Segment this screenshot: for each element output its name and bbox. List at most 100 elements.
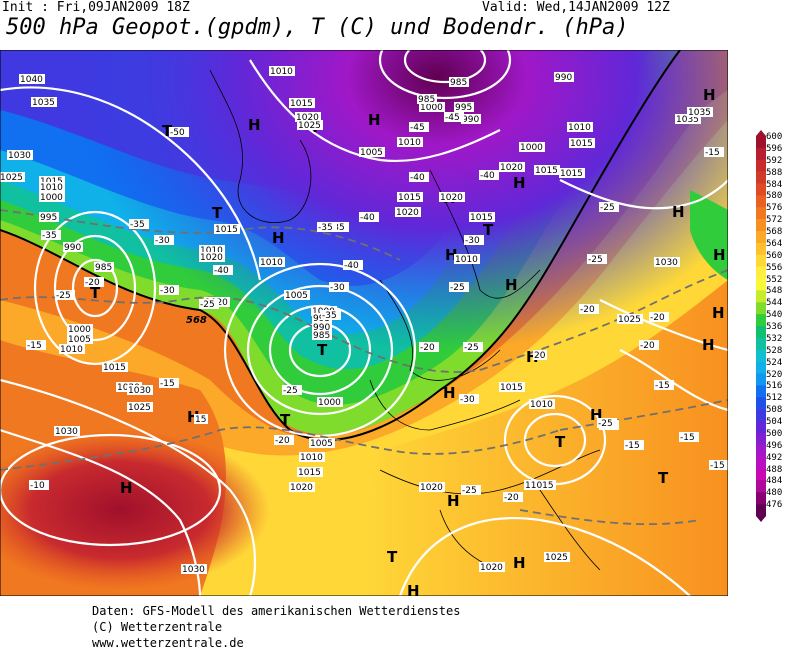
map-title: 500 hPa Geopot.(gpdm), T (C) und Bodendr… <box>6 15 629 40</box>
pressure-label-bg <box>127 385 153 395</box>
pressure-label-bg <box>63 242 83 252</box>
pressure-label: 1010 <box>300 453 323 463</box>
temperature-label-bg <box>649 312 669 322</box>
temperature-label-bg <box>449 282 469 292</box>
temperature-label-bg <box>282 385 302 395</box>
init-time: Init : Fri,09JAN2009 18Z <box>2 0 190 15</box>
pressure-label: 1015 <box>535 166 558 176</box>
low-marker: T <box>90 284 101 302</box>
pressure-label: 1005 <box>360 148 383 158</box>
legend-label: 484 <box>766 476 783 487</box>
pressure-label: 1025 <box>0 173 23 183</box>
temperature-label-bg <box>129 219 149 229</box>
temperature-label-bg <box>463 342 483 352</box>
pressure-label: 1035 <box>676 115 699 125</box>
pressure-label-bg <box>449 77 469 87</box>
pressure-label: 1000 <box>420 103 443 113</box>
temperature-label-bg <box>461 485 481 495</box>
temperature-label-bg <box>459 394 479 404</box>
legend-swatch <box>756 171 766 184</box>
low-marker: T <box>162 122 173 140</box>
pressure-label-bg <box>59 344 85 354</box>
low-marker: T <box>212 204 223 222</box>
low-marker: T <box>280 411 291 429</box>
legend-swatch <box>756 421 766 434</box>
legend-label: 480 <box>766 488 783 499</box>
low-marker: T <box>658 469 669 487</box>
pressure-label-bg <box>499 162 525 172</box>
legend-swatch <box>756 337 766 351</box>
legend-swatch <box>756 326 766 339</box>
pressure-label: 1010 <box>530 400 553 410</box>
color-legend <box>756 130 766 522</box>
pressure-label-bg <box>127 402 153 412</box>
pressure-label: 985 <box>418 95 435 105</box>
pressure-label: 1005 <box>68 335 91 345</box>
legend-label: 516 <box>766 381 783 392</box>
pressure-label-bg <box>284 290 310 300</box>
high-marker: H <box>713 246 726 264</box>
temperature-label: -50 <box>170 128 185 138</box>
legend-label: 576 <box>766 203 783 214</box>
pressure-label-bg <box>312 322 332 332</box>
temperature-label: -15 <box>625 441 640 451</box>
pressure-label-bg <box>317 397 343 407</box>
pressure-label-bg <box>417 94 437 104</box>
pressure-label-bg <box>397 137 423 147</box>
temperature-label: 20 <box>534 351 546 361</box>
pressure-label-bg <box>454 102 474 112</box>
pressure-label-bg <box>289 482 315 492</box>
high-marker: H <box>513 554 526 572</box>
pressure-label: 1020 <box>440 193 463 203</box>
pressure-label: 1015 <box>398 193 421 203</box>
temperature-label: -40 <box>360 213 375 223</box>
temperature-label: -20 <box>650 313 665 323</box>
pressure-label-bg <box>397 192 423 202</box>
low-marker: T <box>555 433 566 451</box>
pressure-label-bg <box>289 98 315 108</box>
legend-arrow-bottom <box>756 516 766 522</box>
high-marker: H <box>407 582 420 596</box>
temperature-label: -15 <box>705 148 720 158</box>
pressure-label-bg <box>7 150 33 160</box>
credit-website[interactable]: www.wetterzentrale.de <box>92 636 244 650</box>
temperature-label: -25 <box>200 300 215 310</box>
legend-label: 536 <box>766 322 783 332</box>
pressure-label: 1015 <box>500 383 523 393</box>
pressure-label: 1020 <box>396 208 419 218</box>
high-marker: H <box>513 174 526 192</box>
legend-swatch <box>756 290 766 303</box>
legend-label: 532 <box>766 333 783 344</box>
pressure-label: 1020 <box>200 253 223 263</box>
pressure-label-bg <box>454 254 480 264</box>
legend-label: 504 <box>766 417 783 427</box>
temperature-label-bg <box>409 172 429 182</box>
temperature-label: -15 <box>680 433 695 443</box>
temperature-label: -20 <box>420 343 435 353</box>
pressure-label: 1000 <box>40 193 63 203</box>
temperature-label-bg <box>597 418 617 428</box>
temperature-label-bg <box>419 342 439 352</box>
pressure-label-bg <box>461 114 481 124</box>
pressure-label: 1025 <box>128 403 151 413</box>
pressure-label: 1030 <box>128 386 151 396</box>
pressure-label-bg <box>19 74 45 84</box>
temperature-labels: -50 -45 -45 -40 -35 -40 -40 -35 -40 -35 -30 -30 -25 -… <box>26 112 728 503</box>
temperature-label-bg <box>41 230 61 240</box>
legend-swatch <box>756 349 766 362</box>
temperature-label: -35 <box>330 223 345 233</box>
temperature-label: -40 <box>214 266 229 276</box>
temperature-label-bg <box>359 212 379 222</box>
legend-label: 488 <box>766 464 783 475</box>
pressure-label: 1010 <box>200 246 223 256</box>
east-green-blob <box>690 190 728 280</box>
legend-swatch <box>756 504 766 517</box>
low-marker: T <box>483 221 494 239</box>
temperature-label: -25 <box>588 255 603 265</box>
pressure-label: 990 <box>462 115 479 125</box>
legend-swatch <box>756 409 766 422</box>
pressure-label-bg <box>259 257 285 267</box>
pressure-label: 1010 <box>455 255 478 265</box>
pressure-label-bg <box>617 314 643 324</box>
pressure-label: 1010 <box>270 67 293 77</box>
